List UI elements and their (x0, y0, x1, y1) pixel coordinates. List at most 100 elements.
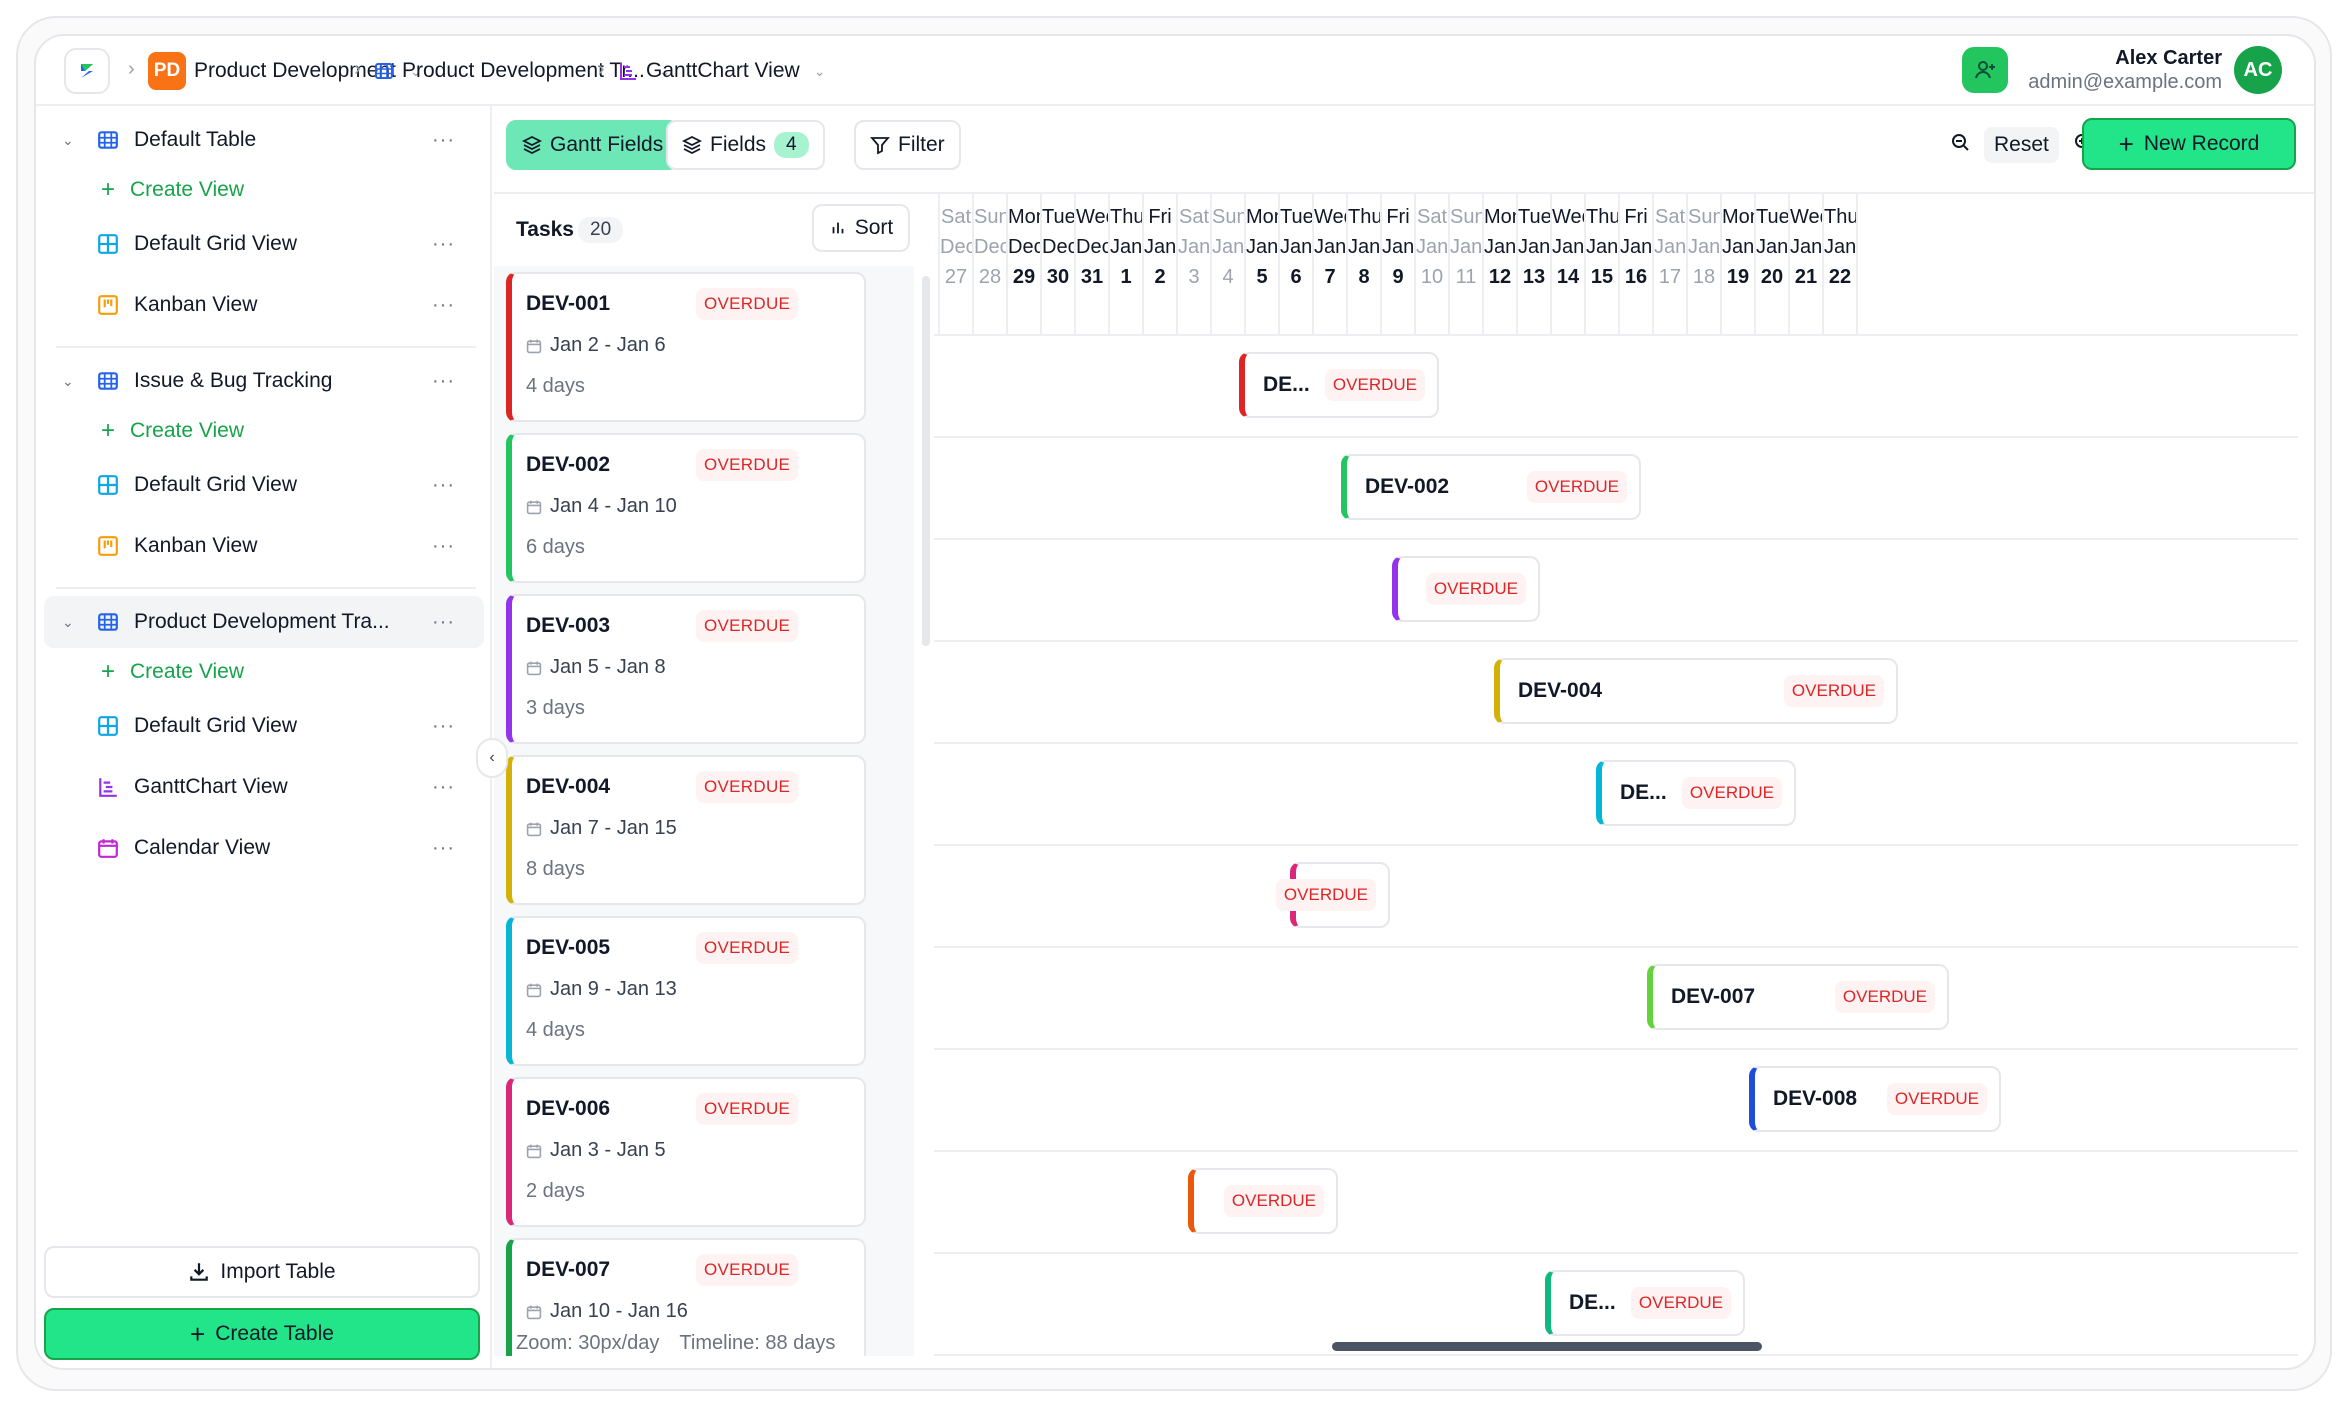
chevron-left-icon: ‹ (489, 749, 495, 766)
gantt-fields-label: Gantt Fields (550, 133, 664, 156)
user-menu[interactable]: Alex Carter admin@example.com AC (1962, 46, 2282, 94)
overdue-badge: OVERDUE (1630, 1287, 1731, 1319)
create-view-button[interactable]: + Create View (36, 646, 492, 698)
sidebar-view-kanban[interactable]: Kanban View ··· (36, 520, 492, 572)
gantt-bar[interactable]: OVERDUE (1188, 1168, 1338, 1234)
gantt-bar[interactable]: DE... OVERDUE (1239, 352, 1439, 418)
sidebar-table-default-table[interactable]: ⌄ Default Table ··· (36, 114, 492, 166)
day-weekday: Mon (1246, 206, 1278, 228)
overdue-badge: OVERDUE (1834, 981, 1935, 1013)
more-icon[interactable]: ··· (432, 610, 455, 633)
new-record-button[interactable]: + New Record (2082, 118, 2296, 170)
add-user-icon[interactable] (1962, 47, 2009, 93)
chevron-down-icon[interactable]: ⌄ (62, 131, 74, 148)
sidebar-view-default-grid[interactable]: Default Grid View ··· (36, 459, 492, 511)
sidebar-view-calendar[interactable]: Calendar View ··· (36, 822, 492, 874)
more-icon[interactable]: ··· (432, 775, 455, 798)
sidebar-view-default-grid[interactable]: Default Grid View ··· (36, 218, 492, 270)
more-icon[interactable]: ··· (432, 836, 455, 859)
grid-icon (96, 714, 120, 738)
task-card[interactable]: DEV-006 OVERDUE Jan 3 - Jan 5 2 days (506, 1077, 866, 1227)
task-range-text: Jan 3 - Jan 5 (550, 1139, 666, 1161)
gantt-row-divider (934, 946, 2298, 948)
timeline-day: Mon Jan 5 (1246, 194, 1280, 336)
timeline-day: Wed Jan 21 (1790, 194, 1824, 336)
fields-button[interactable]: Fields 4 (666, 120, 825, 170)
task-card[interactable]: DEV-005 OVERDUE Jan 9 - Jan 13 4 days (506, 916, 866, 1066)
breadcrumb-workspace[interactable]: PD Product Development ⌄ (148, 50, 422, 92)
timeline-day: Fri Jan 16 (1620, 194, 1654, 336)
gantt-fields-button[interactable]: Gantt Fields (506, 120, 680, 170)
gantt-bar[interactable]: OVERDUE (1392, 556, 1540, 622)
sidebar-view-ganttchart[interactable]: GanttChart View ··· (36, 761, 492, 813)
gantt-bar[interactable]: DEV-004 OVERDUE (1494, 658, 1898, 724)
timeline-day: Tue Jan 13 (1518, 194, 1552, 336)
task-range-text: Jan 2 - Jan 6 (550, 334, 666, 356)
calendar-icon (526, 661, 542, 675)
task-list-scrollbar[interactable] (922, 276, 930, 646)
gantt-bar[interactable]: DE... OVERDUE (1545, 1270, 1745, 1336)
more-icon[interactable]: ··· (432, 714, 455, 737)
gantt-bar[interactable]: DE... OVERDUE (1596, 760, 1796, 826)
gantt-row-divider (934, 742, 2298, 744)
zoom-out-icon[interactable] (1950, 132, 1970, 158)
day-number: 3 (1188, 266, 1200, 288)
task-card[interactable]: DEV-002 OVERDUE Jan 4 - Jan 10 6 days (506, 433, 866, 583)
task-duration: 8 days (526, 858, 585, 880)
view-label: Kanban View (134, 293, 258, 316)
task-date-range: Jan 7 - Jan 15 (526, 817, 677, 840)
reset-zoom-button[interactable]: Reset (1984, 127, 2059, 163)
chevron-down-icon[interactable]: ⌄ (62, 613, 74, 630)
task-card[interactable]: DEV-003 OVERDUE Jan 5 - Jan 8 3 days (506, 594, 866, 744)
overdue-badge: OVERDUE (696, 288, 799, 320)
more-icon[interactable]: ··· (432, 369, 455, 392)
gantt-bar[interactable]: DEV-007 OVERDUE (1647, 964, 1949, 1030)
view-label: Default Grid View (134, 232, 298, 255)
sidebar-table-product-dev[interactable]: ⌄ Product Development Tra... ··· (44, 596, 484, 648)
timeline-day: Sat Dec 27 (940, 194, 974, 336)
task-date-range: Jan 5 - Jan 8 (526, 656, 666, 679)
task-card[interactable]: DEV-007 OVERDUE Jan 10 - Jan 16 (506, 1238, 866, 1356)
timeline-horizontal-scrollbar[interactable] (1332, 1342, 1762, 1351)
app-logo-icon[interactable] (64, 48, 110, 94)
timeline-day: Sun Jan 4 (1212, 194, 1246, 336)
gantt-bar-label: DE... (1569, 1291, 1616, 1314)
gantt-bar[interactable]: DEV-008 OVERDUE (1749, 1066, 2001, 1132)
day-weekday: Fri (1148, 206, 1172, 228)
sidebar-view-kanban[interactable]: Kanban View ··· (36, 279, 492, 331)
task-id: DEV-004 (526, 775, 611, 798)
day-weekday: Sun (1688, 206, 1722, 228)
more-icon[interactable]: ··· (432, 128, 455, 151)
filter-button[interactable]: Filter (854, 120, 961, 170)
breadcrumb-table[interactable]: Product Development Tr... ⌄ (374, 50, 671, 92)
task-card[interactable]: DEV-001 OVERDUE Jan 2 - Jan 6 4 days (506, 272, 866, 422)
gantt-bar[interactable]: DEV-002 OVERDUE (1341, 454, 1641, 520)
task-date-range: Jan 2 - Jan 6 (526, 334, 666, 357)
create-view-button[interactable]: + Create View (36, 164, 492, 216)
plus-icon: + (100, 417, 115, 444)
more-icon[interactable]: ··· (432, 473, 455, 496)
chevron-down-icon[interactable]: ⌄ (62, 372, 74, 389)
task-date-range: Jan 3 - Jan 5 (526, 1139, 666, 1162)
day-weekday: Sat (1416, 206, 1448, 228)
sidebar-table-label: Default Table (134, 128, 257, 151)
task-card[interactable]: DEV-004 OVERDUE Jan 7 - Jan 15 8 days (506, 755, 866, 905)
calendar-icon (526, 1305, 542, 1319)
more-icon[interactable]: ··· (432, 534, 455, 557)
sort-button[interactable]: Sort (812, 204, 910, 252)
more-icon[interactable]: ··· (432, 293, 455, 316)
sort-icon (832, 222, 844, 234)
overdue-badge: OVERDUE (696, 1254, 799, 1286)
avatar[interactable]: AC (2234, 46, 2282, 94)
collapse-sidebar-button[interactable]: ‹ (476, 738, 508, 778)
sidebar-view-default-grid[interactable]: Default Grid View ··· (36, 700, 492, 752)
gantt-bar[interactable]: OVERDUE (1275, 862, 1390, 928)
day-number: 5 (1256, 266, 1268, 288)
sidebar-table-label: Product Development Tra... (134, 610, 390, 633)
sidebar-table-issue-bug[interactable]: ⌄ Issue & Bug Tracking ··· (36, 355, 492, 407)
breadcrumb-view[interactable]: GanttChart View ⌄ (618, 50, 825, 92)
more-icon[interactable]: ··· (432, 232, 455, 255)
import-table-button[interactable]: Import Table (44, 1246, 480, 1298)
create-table-button[interactable]: + Create Table (44, 1308, 480, 1360)
create-view-button[interactable]: + Create View (36, 405, 492, 457)
